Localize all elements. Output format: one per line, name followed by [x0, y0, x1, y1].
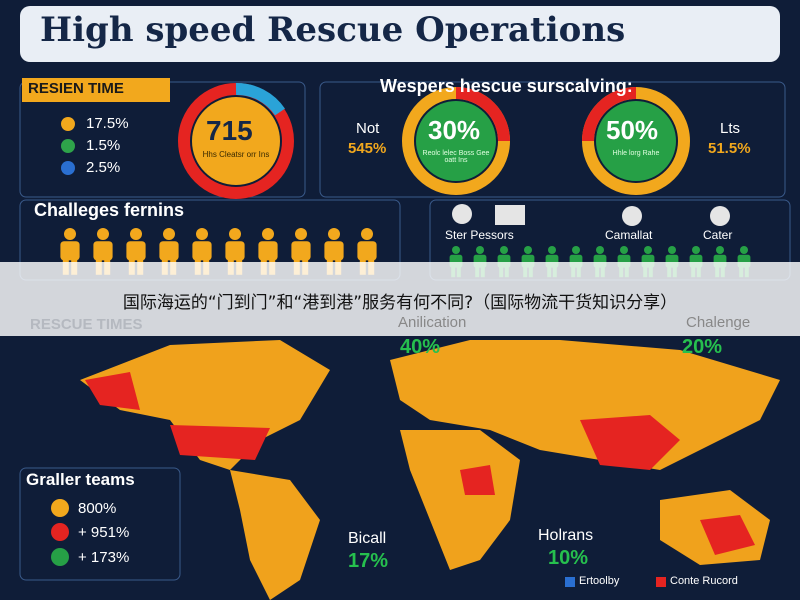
icon-label: Cater — [703, 228, 733, 242]
icon-label: Ster Pessors — [445, 228, 514, 242]
legend-item: 1.5% — [86, 137, 121, 154]
icon-label: Camallat — [605, 228, 653, 242]
donut-value: 50% — [606, 115, 659, 145]
section-title: Challeges fernins — [34, 200, 185, 220]
map-label: RESCUE TIMES — [30, 316, 143, 333]
stat-label: Bicall — [348, 530, 387, 547]
legend-item: 2.5% — [86, 159, 121, 176]
donut-value: 715 — [206, 115, 253, 146]
stat-value: 51.5% — [708, 140, 751, 157]
survey-title: Wespers hescue surscalving: — [380, 76, 633, 96]
team-item: 800% — [78, 500, 117, 517]
legend-item: Conte Rucord — [670, 575, 738, 587]
donut-value: 30% — [428, 115, 481, 145]
stat-value: 10% — [548, 547, 589, 569]
banner-text: 国际海运的“门到门”和“港到港”服务有何不同?（国际物流干货知识分享） — [122, 293, 678, 313]
stat-value: 40% — [400, 336, 441, 358]
stat-value: 20% — [682, 336, 723, 358]
donut-caption: Hhs Cleatsr orr Ins — [202, 150, 270, 159]
title: High speed Rescue Operations — [40, 10, 626, 50]
stat-label: Holrans — [538, 527, 594, 544]
team-item: + 173% — [78, 549, 130, 566]
stat-label: Not — [356, 120, 380, 137]
stat-label: Anilication — [398, 314, 467, 331]
legend-item: Ertoolby — [579, 575, 620, 587]
team-item: + 951% — [78, 524, 130, 541]
section-title: Graller teams — [26, 470, 135, 489]
stat-label: Lts — [720, 120, 741, 137]
stat-label: Chalenge — [686, 314, 751, 331]
panel-label: RESIEN TIME — [28, 80, 124, 97]
stat-value: 17% — [348, 550, 389, 572]
donut-caption: Reolc lelec Boss Gee oatt Ins — [422, 150, 490, 164]
donut-caption: Hhle lorg Rahe — [612, 150, 660, 157]
legend-item: 17.5% — [86, 115, 129, 132]
stat-value: 545% — [348, 140, 387, 157]
